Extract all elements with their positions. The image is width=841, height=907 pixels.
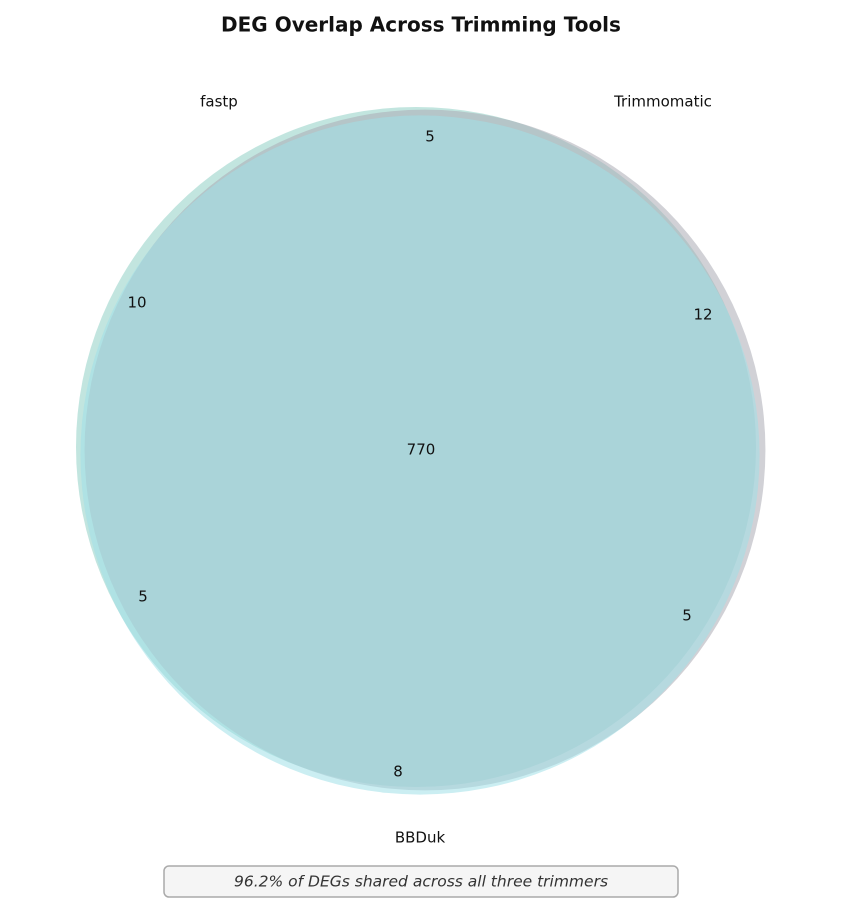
set-label: fastp — [200, 93, 238, 111]
set-circle — [80, 115, 760, 795]
region-label: 5 — [138, 588, 148, 606]
region-label: 5 — [682, 607, 692, 625]
labels: fastp Trimmomatic BBDuk 10 12 5 8 5 5 770 — [127, 93, 712, 847]
annotation: 96.2% of DEGs shared across all three tr… — [234, 873, 608, 891]
region-label: 8 — [393, 763, 403, 781]
annotation-box — [163, 865, 679, 898]
chart-title: DEG Overlap Across Trimming Tools — [221, 13, 621, 37]
region-label: 10 — [127, 294, 146, 312]
region-label: 5 — [425, 128, 435, 146]
circles — [76, 107, 766, 795]
set-label: BBDuk — [395, 829, 446, 847]
set-label: Trimmomatic — [613, 93, 712, 111]
region-label: 12 — [693, 306, 712, 324]
region-label: 770 — [407, 441, 436, 459]
